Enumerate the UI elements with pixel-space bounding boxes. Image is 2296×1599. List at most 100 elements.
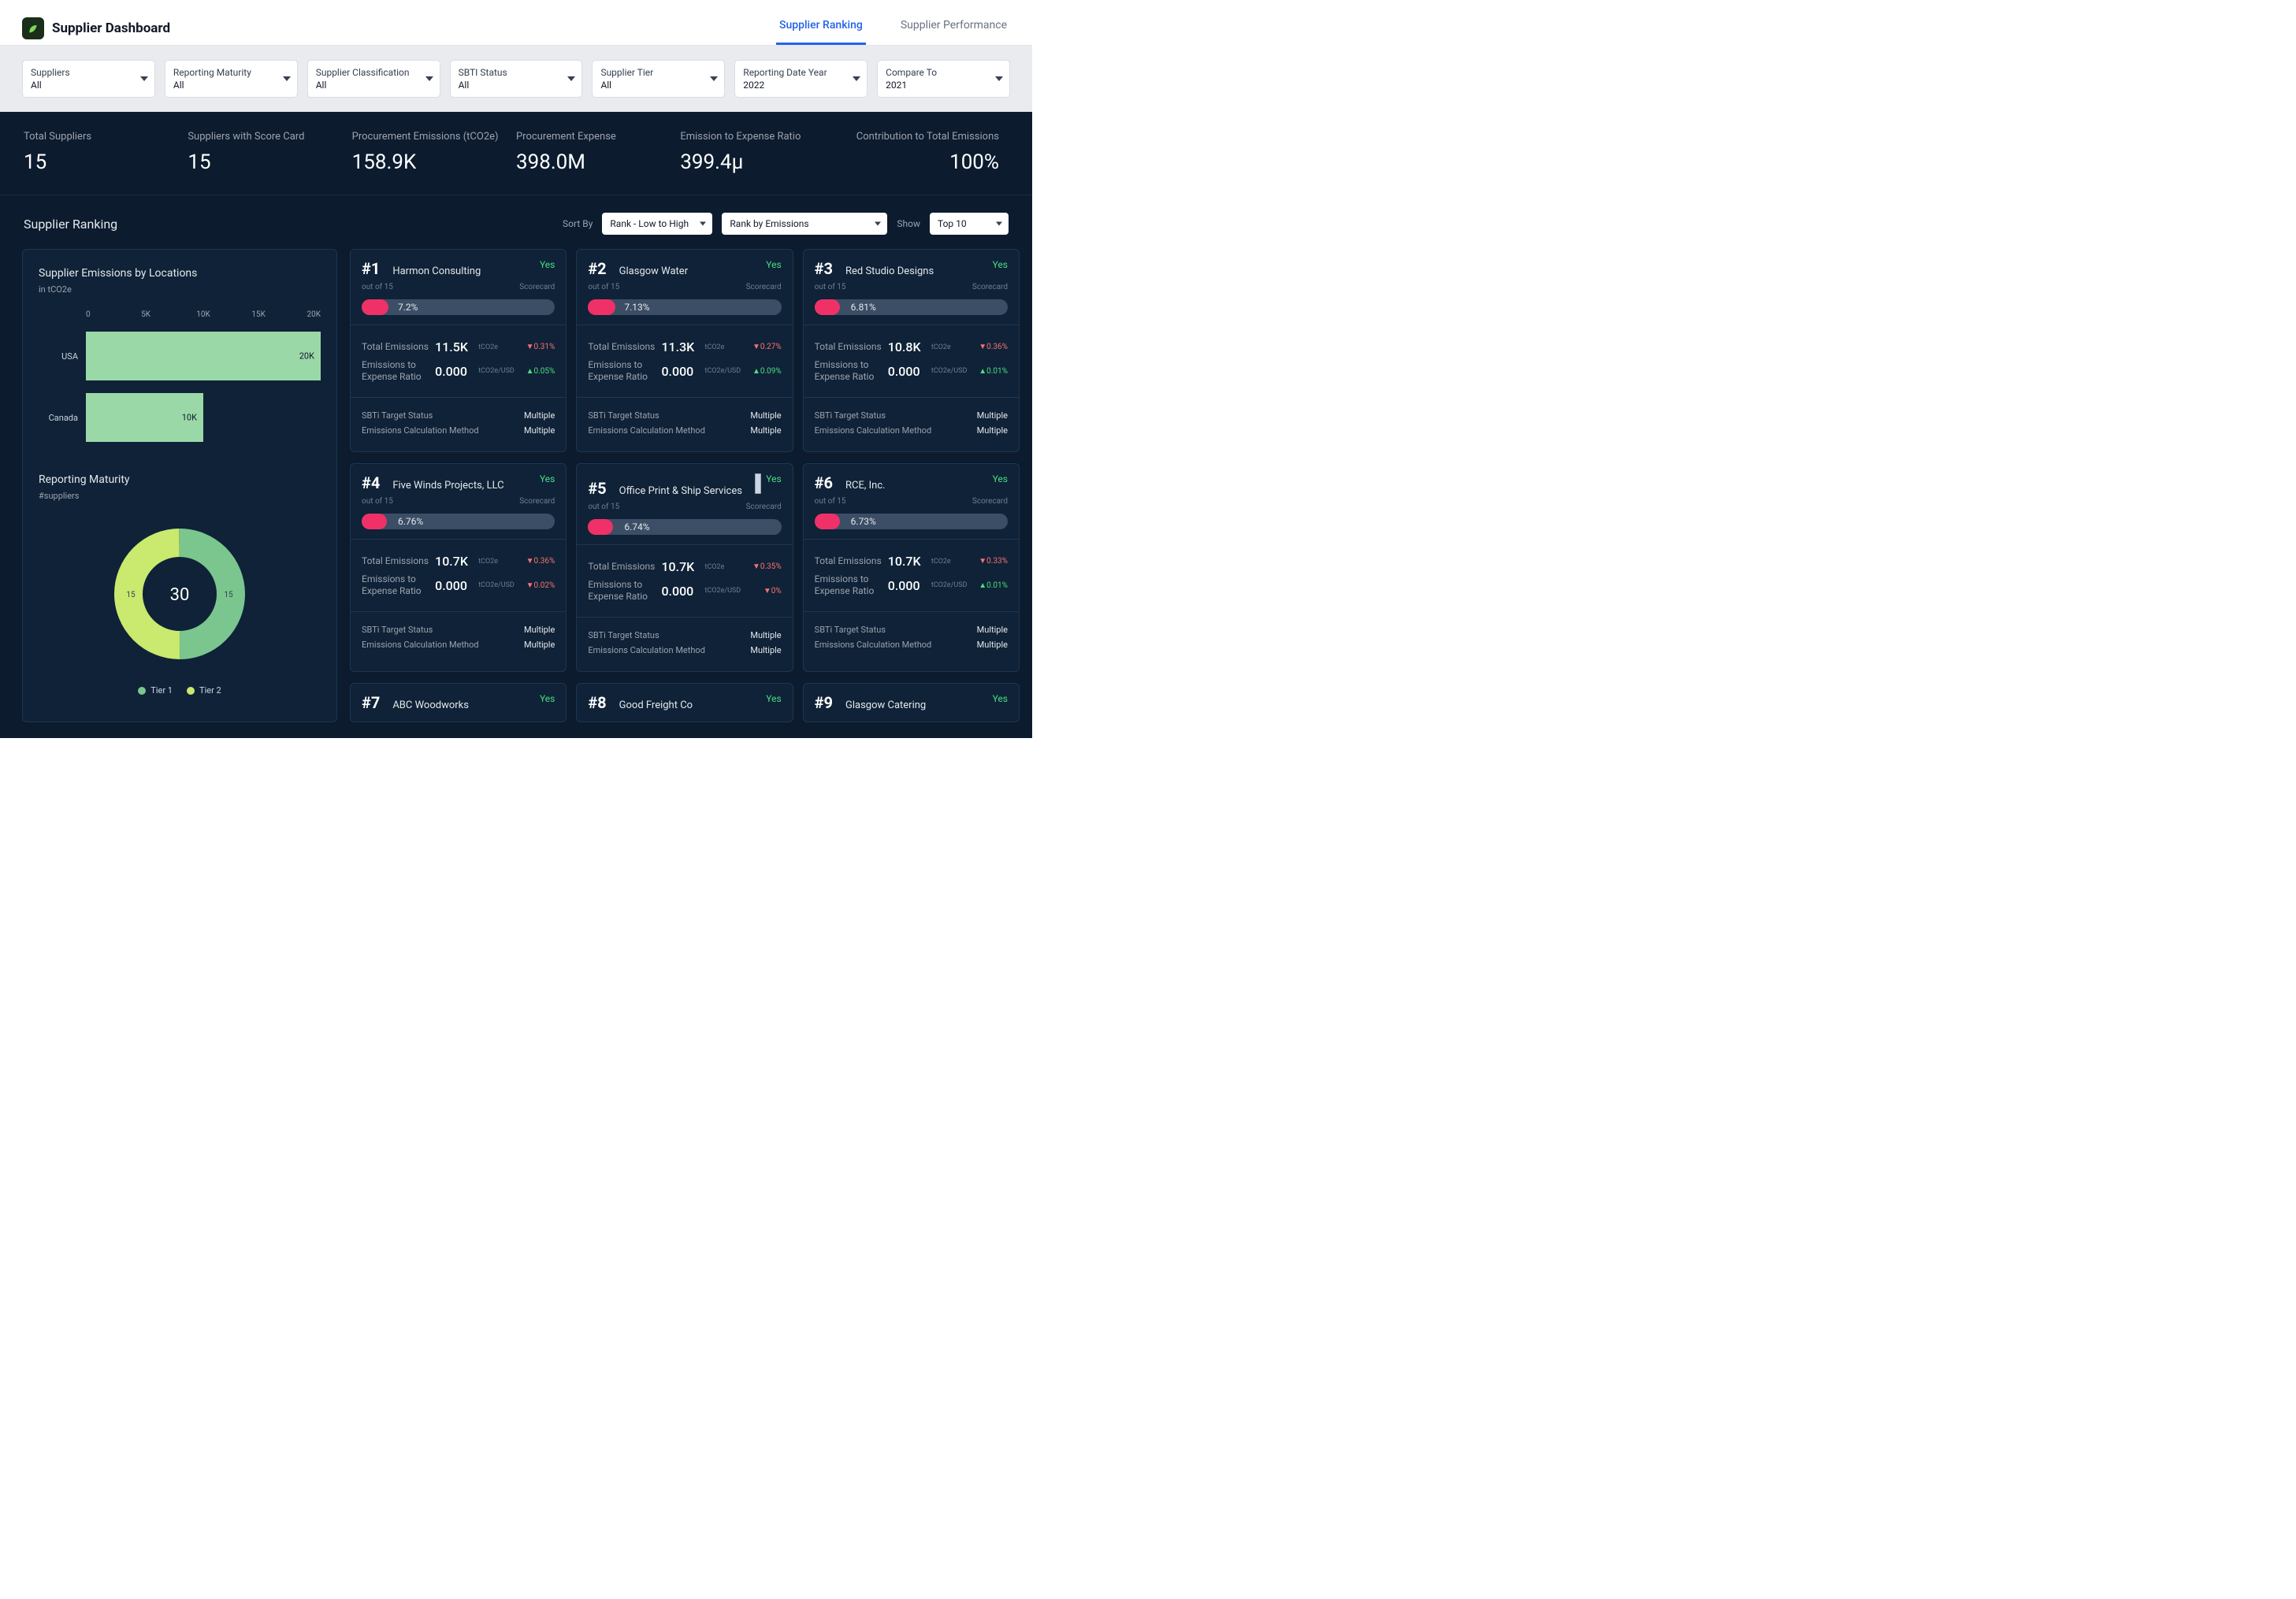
supplier-card[interactable]: #8 Good Freight Co Yes xyxy=(576,683,793,722)
total-emissions-value: 11.5K xyxy=(435,339,477,354)
te-delta: ▼0.33% xyxy=(973,557,1008,566)
yes-badge: Yes xyxy=(766,473,781,484)
rank-number: #4 xyxy=(362,473,380,492)
te-delta: ▼0.27% xyxy=(747,343,782,351)
rank-number: #1 xyxy=(362,259,380,278)
legend-tier2: Tier 2 xyxy=(187,685,221,696)
rank-by-select[interactable]: Rank by Emissions xyxy=(722,213,887,235)
filter-reporting-maturity[interactable]: Reporting Maturity All xyxy=(165,60,298,98)
yes-badge: Yes xyxy=(993,693,1008,704)
progress-pct: 6.74% xyxy=(624,521,649,532)
chevron-down-icon xyxy=(995,76,1003,81)
out-of-label: out of 15 xyxy=(362,497,393,506)
supplier-name: Glasgow Water xyxy=(619,265,688,277)
out-of-label: out of 15 xyxy=(362,283,393,291)
sort-by-select[interactable]: Rank - Low to High xyxy=(602,213,712,235)
topbar: Supplier Dashboard Supplier Ranking Supp… xyxy=(0,0,1032,46)
drag-handle-icon[interactable] xyxy=(755,473,761,494)
svg-text:15: 15 xyxy=(224,591,233,599)
kpi-procurement-expense: Procurement Expense 398.0M xyxy=(516,131,680,174)
te-delta: ▼0.31% xyxy=(520,343,555,351)
chevron-down-icon xyxy=(425,76,433,81)
show-select[interactable]: Top 10 xyxy=(930,213,1009,235)
bar-row-usa: USA 20K xyxy=(39,332,321,380)
scorecard-label: Scorecard xyxy=(972,283,1008,291)
te-delta: ▼0.36% xyxy=(520,557,555,566)
progress-bar: 7.2% xyxy=(362,299,555,315)
scorecard-label: Scorecard xyxy=(746,503,782,511)
scorecard-label: Scorecard xyxy=(519,283,555,291)
total-emissions-value: 10.7K xyxy=(435,554,477,569)
filter-supplier-tier[interactable]: Supplier Tier All xyxy=(592,60,725,98)
left-panel: Supplier Emissions by Locations in tCO2e… xyxy=(22,249,337,722)
total-emissions-value: 10.7K xyxy=(888,554,931,569)
tab-supplier-performance[interactable]: Supplier Performance xyxy=(897,11,1010,45)
rank-number: #6 xyxy=(815,473,833,492)
supplier-card[interactable]: #1 Harmon Consulting Yes out of 15 Score… xyxy=(350,249,567,452)
progress-pct: 6.73% xyxy=(851,516,876,527)
emissions-chart-title: Supplier Emissions by Locations xyxy=(39,267,321,280)
progress-bar: 6.73% xyxy=(815,514,1008,529)
filter-sbti-status[interactable]: SBTI Status All xyxy=(450,60,583,98)
bar-fill: 20K xyxy=(86,332,321,380)
ranking-controls: Sort By Rank - Low to High Rank by Emiss… xyxy=(563,213,1009,235)
leaf-logo-icon xyxy=(22,17,44,39)
chevron-down-icon xyxy=(996,222,1002,226)
logo-area: Supplier Dashboard xyxy=(22,17,170,39)
ranking-header: Supplier Ranking Sort By Rank - Low to H… xyxy=(0,195,1032,243)
supplier-name: Office Print & Ship Services xyxy=(619,485,742,497)
progress-pct: 7.2% xyxy=(398,302,418,313)
supplier-card[interactable]: #9 Glasgow Catering Yes xyxy=(803,683,1020,722)
rank-number: #3 xyxy=(815,259,833,278)
filter-supplier-classification[interactable]: Supplier Classification All xyxy=(307,60,440,98)
donut-svg: 30 15 15 xyxy=(101,515,258,673)
maturity-donut: Reporting Maturity #suppliers 30 15 15 T… xyxy=(39,473,321,696)
kpi-with-scorecard: Suppliers with Score Card 15 xyxy=(188,131,351,174)
yes-badge: Yes xyxy=(540,693,555,704)
scorecard-label: Scorecard xyxy=(746,283,782,291)
ratio-delta: ▼0% xyxy=(747,587,782,595)
chevron-down-icon xyxy=(710,76,718,81)
tab-supplier-ranking[interactable]: Supplier Ranking xyxy=(776,11,866,45)
body-grid: Supplier Emissions by Locations in tCO2e… xyxy=(0,243,1032,722)
bar-axis: 0 5K 10K 15K 20K xyxy=(39,310,321,319)
ratio-value: 0.000 xyxy=(661,364,704,379)
kpi-total-suppliers: Total Suppliers 15 xyxy=(24,131,188,174)
ratio-value: 0.000 xyxy=(888,578,931,593)
progress-pct: 7.13% xyxy=(624,302,649,313)
supplier-card[interactable]: #6 RCE, Inc. Yes out of 15 Scorecard 6.7… xyxy=(803,463,1020,672)
yes-badge: Yes xyxy=(540,473,555,484)
show-label: Show xyxy=(897,218,920,229)
chevron-down-icon xyxy=(140,76,148,81)
supplier-name: Red Studio Designs xyxy=(845,265,934,277)
kpi-emission-expense-ratio: Emission to Expense Ratio 399.4µ xyxy=(680,131,844,174)
supplier-card[interactable]: #2 Glasgow Water Yes out of 15 Scorecard… xyxy=(576,249,793,452)
supplier-name: Good Freight Co xyxy=(619,699,693,711)
filter-compare-to[interactable]: Compare To 2021 xyxy=(877,60,1010,98)
rank-number: #2 xyxy=(588,259,606,278)
supplier-card[interactable]: #7 ABC Woodworks Yes xyxy=(350,683,567,722)
supplier-card[interactable]: #4 Five Winds Projects, LLC Yes out of 1… xyxy=(350,463,567,672)
chevron-down-icon xyxy=(567,76,575,81)
filter-reporting-year[interactable]: Reporting Date Year 2022 xyxy=(734,60,868,98)
legend-tier1: Tier 1 xyxy=(138,685,173,696)
cards-column: #1 Harmon Consulting Yes out of 15 Score… xyxy=(350,249,1020,722)
supplier-card[interactable]: #3 Red Studio Designs Yes out of 15 Scor… xyxy=(803,249,1020,452)
supplier-card[interactable]: #5 Office Print & Ship Services Yes out … xyxy=(576,463,793,672)
filter-suppliers[interactable]: Suppliers All xyxy=(22,60,155,98)
donut-legend: Tier 1 Tier 2 xyxy=(39,685,321,696)
chevron-down-icon xyxy=(700,222,706,226)
progress-bar: 7.13% xyxy=(588,299,781,315)
ratio-value: 0.000 xyxy=(435,578,477,593)
chevron-down-icon xyxy=(853,76,860,81)
ratio-value: 0.000 xyxy=(888,364,931,379)
svg-text:15: 15 xyxy=(126,591,136,599)
rank-number: #7 xyxy=(362,693,380,712)
yes-badge: Yes xyxy=(766,259,781,270)
filter-bar: Suppliers All Reporting Maturity All Sup… xyxy=(0,46,1032,112)
rank-number: #8 xyxy=(588,693,606,712)
out-of-label: out of 15 xyxy=(815,497,846,506)
ratio-value: 0.000 xyxy=(435,364,477,379)
total-emissions-value: 10.8K xyxy=(888,339,931,354)
ratio-value: 0.000 xyxy=(661,584,704,599)
